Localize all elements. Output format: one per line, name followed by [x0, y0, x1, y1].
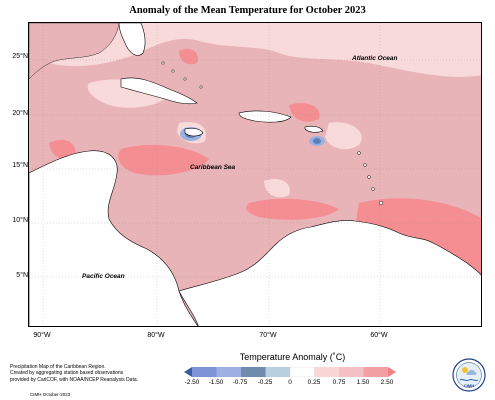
land-central-america	[29, 150, 199, 326]
anomaly-field-strong-venezuela	[246, 198, 339, 220]
ocean-label-pacific: Pacific Ocean	[82, 273, 125, 280]
land-florida	[118, 23, 146, 56]
anomaly-field-strong-yucatan	[49, 139, 76, 160]
legend-swatch-7	[339, 367, 364, 377]
cloud-icon	[466, 369, 477, 375]
legend-tick-2: -0.75	[232, 379, 248, 386]
anomaly-map	[28, 22, 482, 327]
legend-tick-0: -2.50	[184, 379, 200, 386]
anomaly-field-negative-pr-core	[313, 138, 321, 144]
land-gulf-coast	[29, 23, 120, 80]
land-puerto-rico	[304, 125, 324, 133]
land-bahamas-1	[161, 61, 165, 65]
land-cuba	[120, 77, 198, 105]
legend-tick-1: -1.50	[208, 379, 224, 386]
legend-tick-5: 0.25	[307, 379, 321, 386]
land-bahamas-2	[171, 69, 175, 73]
legend-tick-6: 0.75	[332, 379, 346, 386]
lat-label-20n: 20°N	[12, 110, 28, 117]
land-island-1	[357, 151, 361, 155]
legend-swatch-5	[289, 367, 315, 377]
map-canvas	[29, 23, 481, 326]
anomaly-field-light-central	[264, 178, 290, 198]
lat-label-15n: 15°N	[12, 162, 28, 169]
legend-swatch-9	[388, 367, 396, 377]
lon-label-80w: 80°W	[147, 332, 165, 339]
cimh-logo: CIMH	[452, 358, 486, 392]
footer-note-line-3: provided by CariCOF, with NOAA/NCEP Rean…	[10, 376, 139, 383]
anomaly-field-strong-haiti	[289, 102, 320, 122]
legend-swatch-8	[363, 367, 388, 377]
legend-tick-7: 1.50	[356, 379, 370, 386]
legend-tick-3: -0.25	[257, 379, 273, 386]
logo-text: CIMH	[464, 383, 474, 388]
footer-note-line-1: Precipitation Map of the Caribbean Regio…	[10, 364, 106, 370]
legend-swatch-0	[184, 367, 192, 377]
anomaly-field-light-pr	[325, 122, 362, 150]
legend-tick-4: 0	[288, 379, 292, 386]
legend-title: Temperature Anomaly (˚C)	[239, 352, 346, 362]
legend-swatch-4	[265, 367, 290, 377]
land-south-america	[178, 220, 481, 326]
land-bahamas-3	[183, 77, 187, 81]
legend-swatch-6	[314, 367, 339, 377]
lon-label-60w: 60°W	[370, 332, 388, 339]
lat-label-25n: 25°N	[12, 53, 28, 60]
legend-colorbar	[184, 367, 396, 377]
land-island-3	[367, 175, 371, 179]
land-bahamas-4	[199, 85, 203, 89]
footer-note-line-2: Created by aggregating station based obs…	[10, 370, 124, 377]
legend-tick-8: 2.50	[380, 379, 394, 386]
legend-swatch-3	[241, 367, 266, 377]
ocean-label-atlantic: Atlantic Ocean	[352, 55, 398, 62]
graticule	[29, 23, 481, 326]
lat-label-5n: 5°N	[16, 272, 28, 279]
legend-swatch-1	[192, 367, 217, 377]
land-hispaniola	[238, 110, 292, 123]
footer-copyright: CIMH October-2023	[30, 392, 71, 397]
anomaly-field-strong-bahamas	[179, 48, 198, 65]
land-island-5	[378, 200, 384, 206]
wave-icon	[459, 378, 479, 382]
ocean-label-caribbean: Caribbean Sea	[190, 164, 236, 171]
land-island-2	[363, 163, 367, 167]
land-island-4	[371, 187, 375, 191]
legend-swatch-2	[216, 367, 241, 377]
land-jamaica	[184, 127, 204, 137]
sun-icon	[462, 367, 468, 373]
footer-note: Precipitation Map of the Caribbean Regio…	[10, 364, 170, 383]
lon-label-90w: 90°W	[33, 332, 51, 339]
lat-label-10n: 10°N	[12, 217, 28, 224]
lon-label-70w: 70°W	[259, 332, 277, 339]
anomaly-field-strong-west	[118, 144, 209, 176]
map-title: Anomaly of the Mean Temperature for Octo…	[129, 5, 366, 16]
